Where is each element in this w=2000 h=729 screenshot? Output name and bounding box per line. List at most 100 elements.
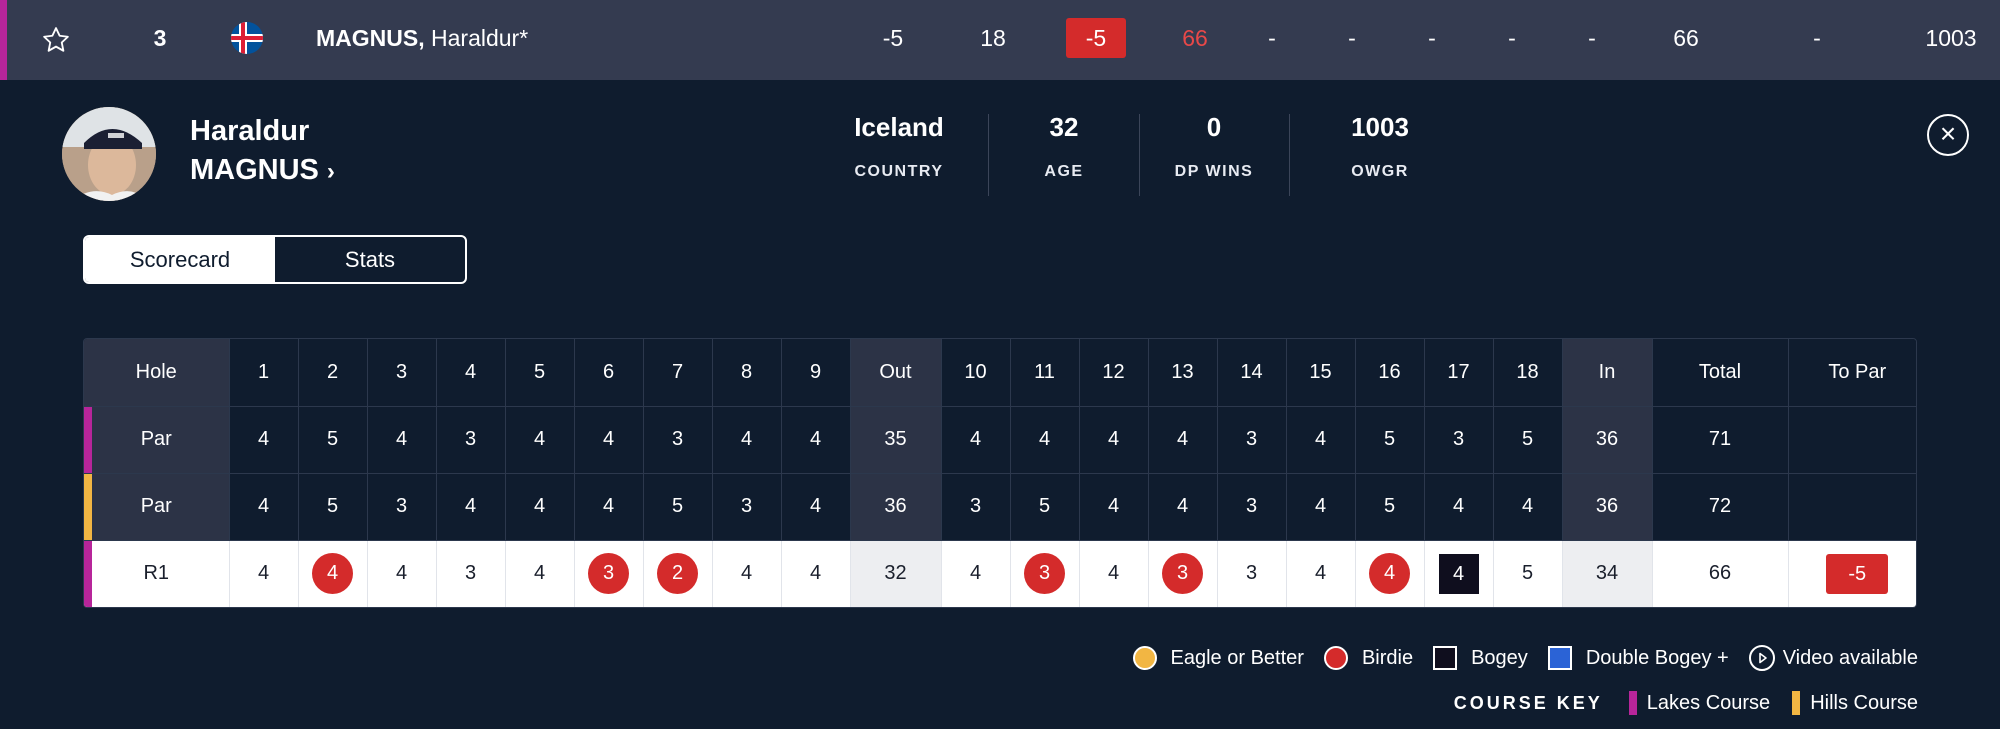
r1-score: 4 [740,562,753,585]
r1-score-cell: 2 [642,539,713,607]
round-1-row: R1 4 4 4 3 4 3 2 4 4 32 4 3 4 3 3 4 4 4 5 34 66 -5 [84,539,1916,607]
r1-score-cell: R1 [84,539,230,607]
hole-header-cell: 6 [573,339,644,407]
r1-score-cell: 3 [1216,539,1287,607]
thru: 18 [980,25,1006,51]
par-lakes-cell: 3 [1216,405,1287,474]
leaderboard-row[interactable]: 3 MAGNUS, Haraldur* -5 18 -5 66 - - - - … [0,0,2000,80]
stat-value: 1003 [1351,112,1409,142]
par-lakes: 36 [1595,428,1619,450]
legend-label: Video available [1782,646,1918,669]
round-4-score: - [1428,25,1436,51]
par-hills: 5 [1038,495,1051,517]
legend-video: Video available [1748,645,1918,671]
r1-score-cell: 4 [1078,539,1149,607]
divider [1289,114,1290,196]
r1-score: 4 [257,562,270,585]
par-lakes: Par [140,428,172,450]
r1-score: 4 [969,562,982,585]
r1-score-cell: 32 [849,539,942,607]
r1-score: 34 [1595,562,1619,585]
r1-score-cell: 4 [940,539,1011,607]
r1-score-cell: 4 [1285,539,1356,607]
r1-score: R1 [143,562,170,585]
hole-header: 7 [671,360,684,383]
par-lakes: 3 [1452,428,1465,450]
par-lakes: 4 [602,428,615,450]
tab-scorecard[interactable]: Scorecard [85,237,275,282]
stat-label: DP WINS [1174,163,1254,180]
birdie-score: 4 [1369,553,1410,595]
par-hills-cell: 4 [573,472,644,541]
tab-stats[interactable]: Stats [344,247,396,272]
play-icon [1748,645,1775,671]
par-lakes-cell: 5 [1354,405,1425,474]
close-button[interactable]: × [1927,114,1969,156]
r1-score: 4 [395,562,408,585]
par-lakes: 3 [671,428,684,450]
par-lakes: 4 [1176,428,1189,450]
favorite-star-icon[interactable] [38,0,74,76]
course-key-hills: Hills Course [1792,691,1918,715]
player-first-name: Haraldur* [424,25,529,51]
legend-label: Eagle or Better [1170,646,1304,669]
par-hills-cell: 3 [940,472,1011,541]
legend-label: Birdie [1361,646,1414,669]
hole-header-cell: 8 [711,339,782,407]
hole-header-row: Hole 1 2 3 4 5 6 7 8 9 Out 10 11 12 13 14 15 16 17 18 In Tota… [84,339,1916,407]
par-hills: 4 [1107,495,1120,517]
stat-value: 32 [1049,112,1079,142]
player-first-name-heading: Haraldur [190,115,310,147]
r1-score: 4 [533,562,546,585]
r1-score: 5 [1521,562,1534,585]
player-avatar [62,107,156,201]
birdie-score: 4 [312,553,353,595]
birdie-dot-icon [1323,646,1348,670]
divider [1139,114,1140,196]
par-hills: 36 [884,495,907,517]
par-lakes-cell: 4 [940,405,1011,474]
par-hills: 3 [740,495,753,517]
par-lakes-cell: Par [84,405,230,474]
par-lakes-cell: 3 [642,405,713,474]
score-legend: Eagle or Better Birdie Bogey Double Boge… [1113,643,1918,673]
r1-score-cell: 4 [711,539,782,607]
birdie-score: 3 [588,553,629,595]
hole-header-cell: 1 [228,339,299,407]
player-profile-link[interactable]: MAGNUS › [190,154,335,187]
hole-header: 1 [257,360,270,383]
par-hills-cell: 4 [228,472,299,541]
double-bogey-square-icon [1547,646,1572,670]
bogey-square-icon [1433,646,1458,670]
lakes-color-swatch [1628,691,1637,715]
par-hills: 5 [1383,495,1396,517]
par-lakes-cell: 71 [1651,405,1789,474]
hole-header: Hole [135,360,177,383]
divider [988,114,989,196]
r1-score: 66 [1708,562,1732,585]
par-lakes-cell: 5 [1492,405,1563,474]
par-lakes: 35 [884,428,907,450]
stat-dp-wins: 0 DP WINS [1160,112,1268,181]
r1-score-cell: 4 [366,539,437,607]
stat-label: COUNTRY [854,163,944,180]
ranking: 1003 [1925,25,1977,51]
par-lakes-cell: 4 [573,405,644,474]
r1-score-cell: 4 [780,539,851,607]
par-hills-cell: 5 [297,472,368,541]
par-lakes-cell [1787,405,1916,474]
r1-score: 32 [884,562,907,585]
hole-header-cell: Out [849,339,942,407]
par-lakes: 71 [1708,428,1732,450]
par-lakes: 4 [1314,428,1327,450]
par-lakes: 4 [1107,428,1120,450]
par-hills-cell: 4 [1492,472,1563,541]
player-name[interactable]: MAGNUS, Haraldur* [316,0,528,76]
par-hills: 5 [671,495,684,517]
par-lakes: 4 [969,428,982,450]
round-3-score: - [1348,25,1356,51]
hole-header: 15 [1309,360,1332,383]
scorecard-table: Hole 1 2 3 4 5 6 7 8 9 Out 10 11 12 13 14 15 16 17 18 In Tota… [83,338,1917,608]
par-lakes-cell: 4 [1147,405,1218,474]
hills-course-bar [84,473,92,540]
